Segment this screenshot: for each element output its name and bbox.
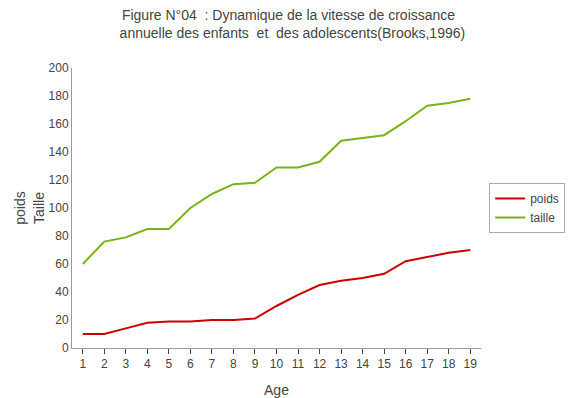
svg-text:poidsTaille: poidsTaille — [12, 191, 46, 224]
svg-text:10: 10 — [270, 357, 284, 371]
svg-text:2: 2 — [101, 357, 108, 371]
svg-text:1: 1 — [79, 357, 86, 371]
svg-text:20: 20 — [55, 313, 69, 327]
svg-text:5: 5 — [166, 357, 173, 371]
svg-text:80: 80 — [55, 229, 69, 243]
svg-text:120: 120 — [49, 173, 69, 187]
svg-text:taille: taille — [530, 211, 555, 225]
svg-text:Age: Age — [264, 382, 289, 398]
svg-text:9: 9 — [252, 357, 259, 371]
svg-text:13: 13 — [334, 357, 348, 371]
svg-text:19: 19 — [464, 357, 478, 371]
svg-text:Figure N°04 : Dynamique de la: Figure N°04 : Dynamique de la vitesse de… — [112, 7, 465, 41]
svg-text:7: 7 — [209, 357, 216, 371]
svg-text:8: 8 — [230, 357, 237, 371]
svg-text:140: 140 — [49, 145, 69, 159]
svg-text:11: 11 — [292, 357, 305, 371]
svg-text:100: 100 — [49, 201, 69, 215]
svg-text:4: 4 — [144, 357, 151, 371]
svg-text:12: 12 — [313, 357, 327, 371]
svg-text:poids: poids — [530, 192, 559, 206]
svg-text:18: 18 — [442, 357, 456, 371]
svg-text:160: 160 — [49, 117, 69, 131]
svg-text:180: 180 — [49, 89, 69, 103]
svg-text:200: 200 — [49, 61, 69, 75]
svg-text:15: 15 — [377, 357, 391, 371]
svg-text:17: 17 — [421, 357, 435, 371]
svg-text:3: 3 — [122, 357, 129, 371]
svg-text:16: 16 — [399, 357, 413, 371]
svg-text:6: 6 — [187, 357, 194, 371]
svg-text:40: 40 — [55, 285, 69, 299]
svg-text:0: 0 — [62, 341, 69, 355]
svg-text:60: 60 — [55, 257, 69, 271]
svg-text:14: 14 — [356, 357, 370, 371]
